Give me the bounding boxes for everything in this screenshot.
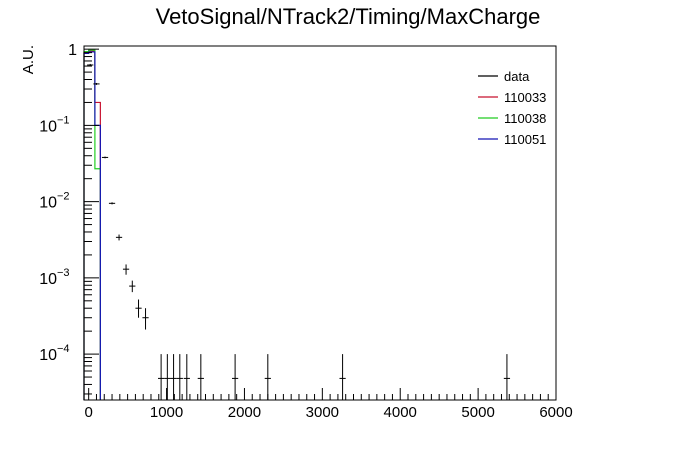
data-point bbox=[93, 82, 100, 85]
x-tick-label: 3000 bbox=[306, 404, 339, 421]
legend-label: data bbox=[504, 69, 530, 84]
data-points bbox=[87, 63, 511, 400]
legend-label: 110033 bbox=[504, 90, 546, 105]
data-point bbox=[339, 354, 346, 400]
plot-frame bbox=[83, 45, 557, 401]
y-axis-label: A.U. bbox=[20, 45, 37, 74]
data-point bbox=[164, 354, 171, 400]
y-tick-label: 10 bbox=[39, 347, 57, 364]
mc-histogram-110038 bbox=[83, 49, 101, 400]
data-point bbox=[183, 354, 190, 400]
chart-title: VetoSignal/NTrack2/Timing/MaxCharge bbox=[156, 4, 541, 29]
x-tick-label: 6000 bbox=[539, 404, 572, 421]
y-axis: 110−110−210−310−4 bbox=[39, 42, 99, 395]
mc-histogram-110051 bbox=[83, 51, 101, 400]
x-tick-label: 5000 bbox=[461, 404, 494, 421]
y-tick-exponent: −4 bbox=[57, 343, 70, 355]
y-tick-label: 10 bbox=[39, 271, 57, 288]
data-point bbox=[129, 280, 136, 293]
data-point bbox=[503, 354, 511, 400]
data-point bbox=[115, 234, 123, 241]
data-point bbox=[176, 354, 183, 400]
y-tick-exponent: −2 bbox=[57, 191, 70, 203]
data-point bbox=[101, 156, 109, 159]
x-axis: 0 1000 2000 3000 4000 5000 6000 bbox=[85, 388, 573, 421]
data-point bbox=[108, 202, 116, 205]
data-point bbox=[142, 308, 149, 330]
x-tick-label: 1000 bbox=[150, 404, 183, 421]
data-point bbox=[157, 354, 165, 400]
x-tick-label: 2000 bbox=[228, 404, 261, 421]
data-point bbox=[197, 354, 204, 400]
y-tick-label: 10 bbox=[39, 195, 57, 212]
data-point bbox=[135, 299, 142, 318]
legend-label: 110051 bbox=[504, 132, 546, 147]
y-tick-label: 1 bbox=[68, 42, 77, 59]
legend-label: 110038 bbox=[504, 111, 546, 126]
x-tick-label: 4000 bbox=[384, 404, 417, 421]
legend: data 110033 110038 110051 bbox=[478, 69, 546, 147]
data-point bbox=[231, 354, 239, 400]
data-point bbox=[264, 354, 271, 400]
x-tick-label: 0 bbox=[85, 404, 93, 421]
data-point bbox=[170, 354, 177, 400]
y-tick-exponent: −3 bbox=[57, 267, 70, 279]
data-point bbox=[122, 264, 130, 275]
y-tick-label: 10 bbox=[39, 118, 57, 135]
y-tick-exponent: −1 bbox=[57, 114, 70, 126]
